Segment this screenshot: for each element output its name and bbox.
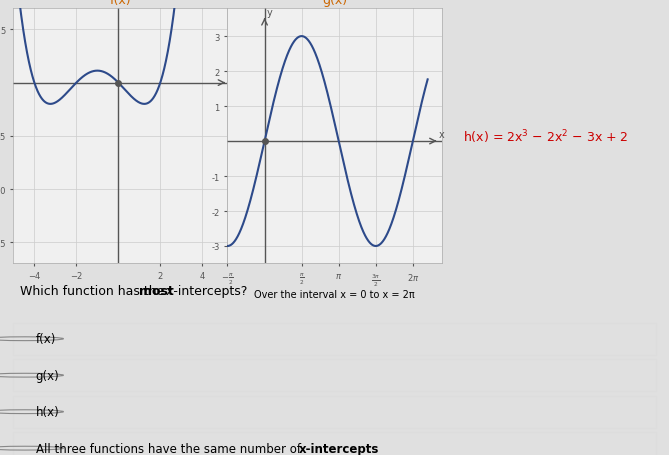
Text: most: most xyxy=(138,285,173,298)
Text: x-intercepts?: x-intercepts? xyxy=(163,285,248,298)
Text: Which function has the: Which function has the xyxy=(20,285,168,298)
Text: f(x): f(x) xyxy=(36,333,56,345)
Text: x: x xyxy=(439,130,445,140)
Text: h(x) = 2x$^3$ $-$ 2x$^2$ $-$ 3x + 2: h(x) = 2x$^3$ $-$ 2x$^2$ $-$ 3x + 2 xyxy=(463,128,628,145)
Title: f(x): f(x) xyxy=(110,0,131,6)
Text: g(x): g(x) xyxy=(36,369,60,382)
Title: g(x): g(x) xyxy=(322,0,347,6)
Text: y: y xyxy=(267,8,273,18)
Text: x-intercepts: x-intercepts xyxy=(299,442,379,455)
Text: h(x): h(x) xyxy=(36,405,60,418)
Text: .: . xyxy=(352,442,356,455)
Text: All three functions have the same number of: All three functions have the same number… xyxy=(36,442,304,455)
Text: Over the interval x = 0 to x = 2π: Over the interval x = 0 to x = 2π xyxy=(254,289,415,299)
